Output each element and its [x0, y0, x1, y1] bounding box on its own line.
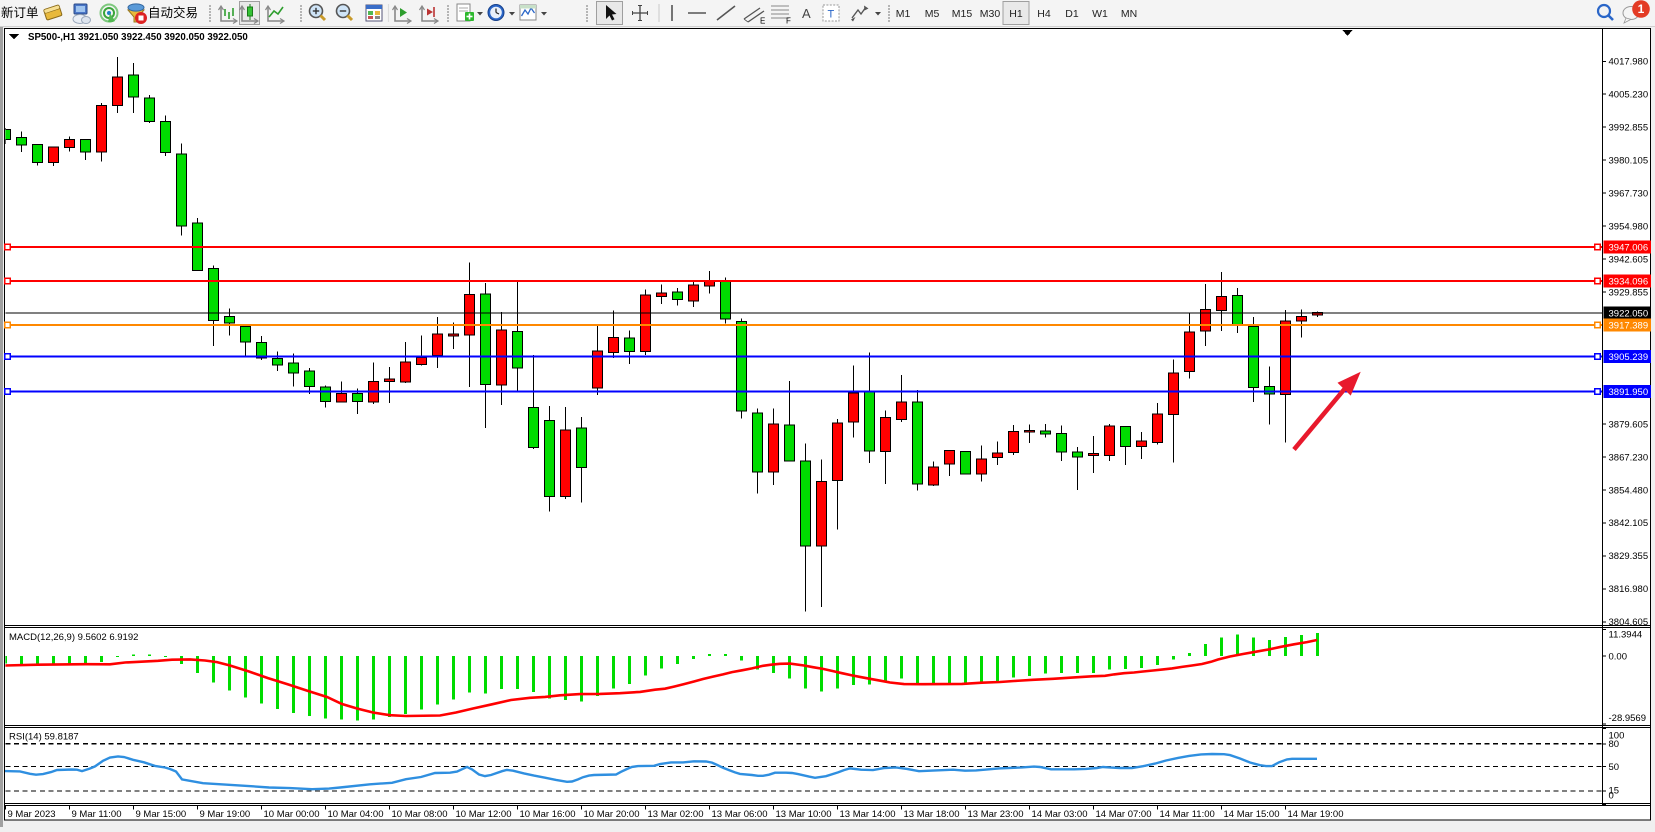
svg-text:E: E	[760, 17, 765, 26]
svg-text:11.3944: 11.3944	[1609, 630, 1643, 641]
svg-text:14 Mar 07:00: 14 Mar 07:00	[1096, 809, 1152, 820]
svg-text:RSI(14) 59.8187: RSI(14) 59.8187	[9, 732, 79, 743]
svg-text:50: 50	[1609, 762, 1620, 773]
svg-text:3954.980: 3954.980	[1609, 222, 1649, 233]
svg-text:13 Mar 14:00: 13 Mar 14:00	[840, 809, 896, 820]
svg-text:M1: M1	[896, 8, 911, 20]
svg-text:A: A	[802, 6, 811, 21]
svg-text:4017.980: 4017.980	[1609, 57, 1649, 68]
svg-text:3905.239: 3905.239	[1609, 352, 1649, 363]
svg-text:14 Mar 03:00: 14 Mar 03:00	[1032, 809, 1088, 820]
svg-text:14 Mar 11:00: 14 Mar 11:00	[1160, 809, 1215, 820]
svg-text:F: F	[786, 17, 791, 26]
svg-text:3854.480: 3854.480	[1609, 485, 1649, 496]
svg-text:3891.950: 3891.950	[1609, 387, 1649, 398]
svg-text:13 Mar 02:00: 13 Mar 02:00	[648, 809, 704, 820]
svg-text:-28.9569: -28.9569	[1609, 713, 1647, 724]
svg-text:M5: M5	[925, 8, 940, 20]
svg-text:0: 0	[1609, 791, 1614, 802]
svg-text:SP500-,H1 3921.050 3922.450 3: SP500-,H1 3921.050 3922.450 3920.050 392…	[28, 32, 248, 43]
svg-text:80: 80	[1609, 739, 1620, 750]
svg-text:3980.105: 3980.105	[1609, 156, 1649, 167]
svg-text:3867.230: 3867.230	[1609, 452, 1649, 463]
svg-text:10 Mar 08:00: 10 Mar 08:00	[392, 809, 448, 820]
svg-text:10 Mar 04:00: 10 Mar 04:00	[328, 809, 384, 820]
svg-text:0.00: 0.00	[1609, 651, 1628, 662]
svg-text:M15: M15	[952, 8, 973, 20]
svg-text:MN: MN	[1121, 8, 1137, 20]
svg-text:3929.855: 3929.855	[1609, 287, 1649, 298]
svg-text:T: T	[828, 9, 835, 21]
svg-text:自动交易: 自动交易	[148, 5, 198, 20]
svg-text:14 Mar 19:00: 14 Mar 19:00	[1288, 809, 1344, 820]
svg-text:15: 15	[1609, 786, 1620, 797]
svg-text:新订单: 新订单	[1, 5, 39, 20]
svg-text:13 Mar 06:00: 13 Mar 06:00	[712, 809, 768, 820]
svg-text:10 Mar 00:00: 10 Mar 00:00	[264, 809, 320, 820]
svg-text:9 Mar 15:00: 9 Mar 15:00	[136, 809, 187, 820]
svg-text:1: 1	[1638, 2, 1645, 16]
svg-text:9 Mar 19:00: 9 Mar 19:00	[200, 809, 251, 820]
svg-text:3842.105: 3842.105	[1609, 518, 1649, 529]
svg-text:3947.006: 3947.006	[1609, 242, 1649, 253]
svg-text:4005.230: 4005.230	[1609, 90, 1649, 101]
svg-text:H1: H1	[1009, 8, 1023, 20]
svg-text:10 Mar 12:00: 10 Mar 12:00	[456, 809, 512, 820]
svg-text:3879.605: 3879.605	[1609, 419, 1649, 430]
svg-text:3967.730: 3967.730	[1609, 189, 1649, 200]
svg-text:3829.355: 3829.355	[1609, 551, 1649, 562]
svg-text:3917.389: 3917.389	[1609, 321, 1649, 332]
svg-text:9 Mar 2023: 9 Mar 2023	[8, 809, 56, 820]
svg-text:3934.096: 3934.096	[1609, 277, 1649, 288]
svg-text:3922.050: 3922.050	[1609, 309, 1649, 320]
svg-text:100: 100	[1609, 731, 1625, 742]
svg-text:9 Mar 11:00: 9 Mar 11:00	[72, 809, 122, 820]
svg-text:3816.980: 3816.980	[1609, 584, 1649, 595]
svg-text:13 Mar 10:00: 13 Mar 10:00	[776, 809, 832, 820]
svg-text:W1: W1	[1092, 8, 1108, 20]
svg-text:3804.605: 3804.605	[1609, 617, 1649, 628]
svg-text:13 Mar 18:00: 13 Mar 18:00	[904, 809, 960, 820]
svg-text:13 Mar 23:00: 13 Mar 23:00	[968, 809, 1024, 820]
svg-text:3992.855: 3992.855	[1609, 123, 1649, 134]
svg-text:10 Mar 20:00: 10 Mar 20:00	[584, 809, 640, 820]
svg-text:H4: H4	[1037, 8, 1051, 20]
svg-text:10 Mar 16:00: 10 Mar 16:00	[520, 809, 576, 820]
svg-text:MACD(12,26,9) 9.5602 6.9192: MACD(12,26,9) 9.5602 6.9192	[9, 632, 138, 643]
svg-text:14 Mar 15:00: 14 Mar 15:00	[1224, 809, 1280, 820]
svg-text:M30: M30	[980, 8, 1001, 20]
svg-text:3942.605: 3942.605	[1609, 254, 1649, 265]
svg-text:D1: D1	[1065, 8, 1079, 20]
